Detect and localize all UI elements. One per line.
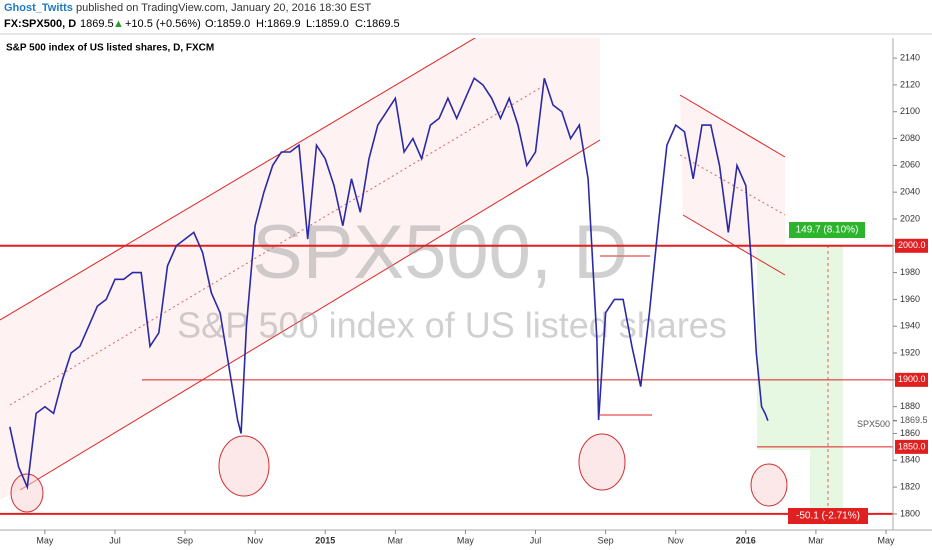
x-tick-label: May	[877, 535, 895, 545]
chart-title: S&P 500 index of US listed shares, D, FX…	[6, 43, 214, 54]
y-tick-label: 1860	[900, 428, 920, 438]
low-circle	[750, 463, 788, 507]
channel-midline	[679, 154, 786, 216]
low-circle	[10, 473, 44, 513]
measure-loss-area	[810, 450, 843, 514]
x-tick-label: Nov	[668, 535, 685, 545]
last: 1869.5	[80, 18, 114, 30]
arrow: ▲	[113, 18, 124, 30]
y-tick-label: 1820	[900, 481, 920, 491]
low: L:1859.0	[306, 18, 349, 30]
level-label: 1900.0	[898, 374, 926, 384]
close: C:1869.5	[355, 18, 400, 30]
published: published on TradingView.com, January 20…	[76, 2, 371, 14]
x-tick-label: May	[457, 535, 475, 545]
y-tick-label: 1840	[900, 455, 920, 465]
gain-annotation: 149.7 (8.10%)	[796, 225, 859, 236]
watermark-subtitle: S&P 500 index of US listed shares	[177, 305, 727, 346]
channel-line	[0, 38, 476, 321]
x-tick-label: Jul	[530, 535, 542, 545]
series-name: SPX500	[857, 419, 890, 429]
y-tick-label: 1960	[900, 294, 920, 304]
x-tick-label: 2016	[736, 535, 756, 545]
level-label-box	[895, 439, 928, 454]
x-tick-label: May	[36, 535, 54, 545]
author[interactable]: Ghost_Twitts	[4, 2, 73, 14]
y-tick-label: 1880	[900, 401, 920, 411]
x-tick-label: Nov	[247, 535, 264, 545]
y-tick-label: 1920	[900, 347, 920, 357]
x-tick-label: 2015	[315, 535, 335, 545]
watermark: SPX500, D	[252, 210, 628, 295]
y-tick-label: 2060	[900, 160, 920, 170]
y-tick-label: 2040	[900, 187, 920, 197]
y-tick-label: 2140	[900, 52, 920, 62]
y-tick-label: 1800	[900, 508, 920, 518]
channel-line	[19, 139, 601, 491]
x-tick-label: Sep	[598, 535, 614, 545]
level-label-box	[895, 238, 928, 253]
y-tick-label: 2100	[900, 106, 920, 116]
gain-box	[789, 222, 865, 238]
low-circle	[218, 435, 270, 497]
level-label: 1850.0	[898, 441, 926, 451]
open: O:1859.0	[205, 18, 250, 30]
level-label-box	[895, 372, 928, 387]
last-price-label: 1869.5	[900, 415, 928, 425]
measure-gain-area	[757, 245, 843, 450]
y-tick-label: 2080	[900, 133, 920, 143]
y-tick-label: 1940	[900, 321, 920, 331]
loss-annotation: -50.1 (-2.71%)	[796, 511, 860, 522]
low-circle	[578, 433, 626, 491]
x-tick-label: Mar	[808, 535, 824, 545]
change: +10.5 (+0.56%)	[125, 18, 201, 30]
channel-line	[679, 94, 786, 158]
x-tick-label: Jul	[109, 535, 121, 545]
price-line	[9, 76, 769, 491]
y-tick-label: 2020	[900, 213, 920, 223]
channel-fill	[0, 38, 600, 500]
loss-box	[788, 508, 868, 524]
x-tick-label: Sep	[177, 535, 193, 545]
y-tick-label: 1980	[900, 267, 920, 277]
y-tick-label: 2120	[900, 79, 920, 89]
x-tick-label: Mar	[388, 535, 404, 545]
plot: SPX500, D S&P 500 index of US listed sha…	[0, 38, 893, 515]
level-label: 2000.0	[898, 240, 926, 250]
high: H:1869.9	[256, 18, 301, 30]
symbol: FX:SPX500, D	[4, 18, 76, 30]
